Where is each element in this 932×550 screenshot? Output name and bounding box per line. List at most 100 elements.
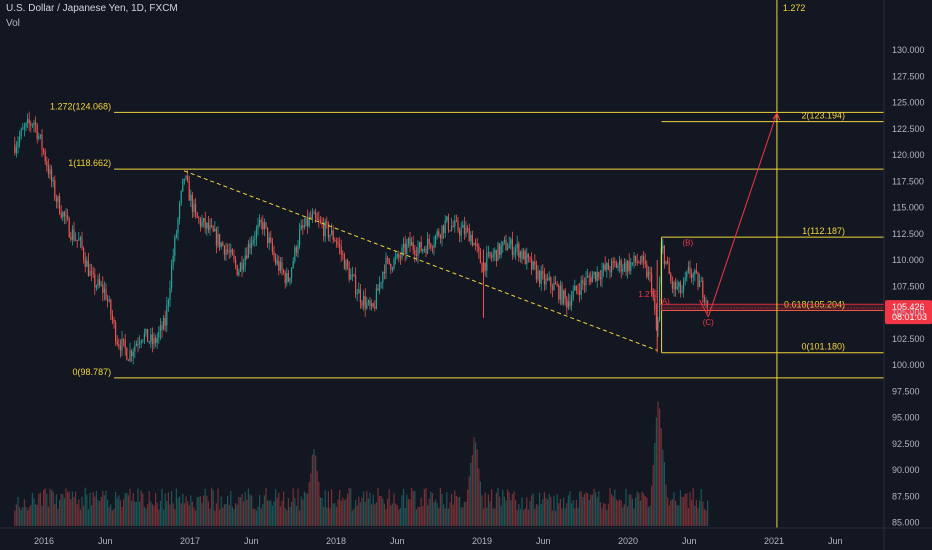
candle-body bbox=[327, 223, 329, 238]
candle-body bbox=[401, 247, 403, 258]
volume-bar bbox=[380, 495, 382, 526]
volume-bar bbox=[531, 495, 533, 526]
price-tick-label: 105.000 bbox=[892, 308, 925, 318]
wave-label: 1.272 bbox=[638, 290, 659, 299]
volume-bar bbox=[159, 500, 161, 526]
candle-body bbox=[84, 258, 86, 267]
candle-body bbox=[180, 191, 182, 204]
candle-body bbox=[367, 300, 369, 303]
candle-body bbox=[159, 325, 161, 332]
candle-body bbox=[572, 290, 574, 299]
volume-bar bbox=[654, 442, 656, 526]
candle-body bbox=[111, 314, 113, 320]
volume-bar bbox=[348, 487, 350, 526]
volume-bar bbox=[475, 442, 477, 526]
fib-level-label: 1(112.187) bbox=[802, 226, 845, 236]
volume-indicator-label[interactable]: Vol bbox=[6, 18, 20, 29]
volume-bar bbox=[292, 488, 294, 526]
candle-body bbox=[31, 124, 33, 126]
volume-bar bbox=[502, 489, 504, 526]
candle-body bbox=[433, 244, 435, 248]
candle-body bbox=[684, 277, 686, 281]
volume-bar bbox=[132, 493, 134, 526]
volume-bar bbox=[579, 491, 581, 526]
candle-body bbox=[179, 203, 181, 219]
volume-bar bbox=[439, 488, 441, 526]
candle-body bbox=[319, 220, 321, 223]
volume-bar bbox=[295, 505, 297, 526]
volume-bar bbox=[310, 473, 312, 526]
volume-bar bbox=[169, 504, 171, 526]
volume-bar bbox=[366, 490, 368, 526]
volume-bar bbox=[516, 509, 518, 526]
volume-bar bbox=[329, 507, 331, 526]
candle-body bbox=[395, 257, 397, 259]
volume-bar bbox=[147, 504, 149, 526]
candle-body bbox=[427, 239, 429, 254]
candle-body bbox=[391, 268, 393, 270]
volume-bar bbox=[25, 506, 27, 526]
candle-body bbox=[331, 230, 333, 235]
volume-bar bbox=[470, 462, 472, 526]
candle-body bbox=[668, 262, 670, 275]
volume-bar bbox=[353, 508, 355, 526]
wave-label: (A) bbox=[659, 297, 670, 306]
candle-body bbox=[25, 122, 27, 127]
volume-bar bbox=[670, 500, 672, 526]
volume-bar bbox=[150, 501, 152, 526]
volume-bar bbox=[363, 491, 365, 526]
volume-bar bbox=[443, 504, 445, 526]
candle-body bbox=[529, 257, 531, 259]
volume-bar bbox=[220, 496, 222, 526]
candle-body bbox=[345, 260, 347, 270]
volume-bar bbox=[492, 508, 494, 526]
candle-body bbox=[577, 290, 579, 292]
candle-body bbox=[255, 229, 257, 239]
volume-bar bbox=[228, 505, 230, 526]
candle-body bbox=[494, 250, 496, 254]
candle-body bbox=[190, 194, 192, 201]
price-tick-label: 97.500 bbox=[892, 386, 920, 396]
candle-body bbox=[108, 299, 110, 301]
candle-body bbox=[556, 284, 558, 286]
volume-bar bbox=[534, 508, 536, 526]
volume-bar bbox=[118, 495, 120, 526]
symbol-title: U.S. Dollar / Japanese Yen, 1D, FXCM bbox=[6, 3, 178, 14]
candle-body bbox=[246, 255, 248, 259]
volume-bar bbox=[636, 491, 638, 526]
candle-body bbox=[623, 262, 625, 270]
candle-body bbox=[239, 262, 241, 272]
volume-bar bbox=[478, 468, 480, 526]
volume-bar bbox=[14, 510, 16, 526]
candle-body bbox=[491, 256, 493, 258]
candle-body bbox=[291, 267, 293, 279]
volume-bar bbox=[23, 499, 25, 526]
volume-bar bbox=[407, 499, 409, 526]
volume-bar bbox=[633, 508, 635, 526]
volume-bar bbox=[172, 503, 174, 526]
volume-bar bbox=[364, 501, 366, 526]
volume-bar bbox=[87, 509, 89, 526]
candle-body bbox=[403, 243, 405, 248]
volume-bar bbox=[191, 501, 193, 526]
volume-bar bbox=[227, 495, 229, 526]
volume-bar bbox=[235, 503, 237, 526]
volume-bar bbox=[343, 500, 345, 526]
volume-bar bbox=[233, 508, 235, 526]
candle-body bbox=[155, 338, 157, 343]
candle-body bbox=[479, 251, 481, 264]
volume-bar bbox=[702, 501, 704, 526]
candle-body bbox=[212, 226, 214, 232]
volume-bar bbox=[395, 503, 397, 526]
candle-body bbox=[372, 303, 374, 308]
candle-body bbox=[199, 218, 201, 227]
candle-body bbox=[503, 240, 505, 242]
volume-bar bbox=[547, 499, 549, 526]
candle-body bbox=[406, 243, 408, 254]
candle-body bbox=[463, 224, 465, 235]
candle-body bbox=[86, 260, 88, 267]
candle-body bbox=[62, 211, 64, 218]
volume-bar bbox=[611, 494, 613, 526]
volume-bar bbox=[267, 500, 269, 526]
